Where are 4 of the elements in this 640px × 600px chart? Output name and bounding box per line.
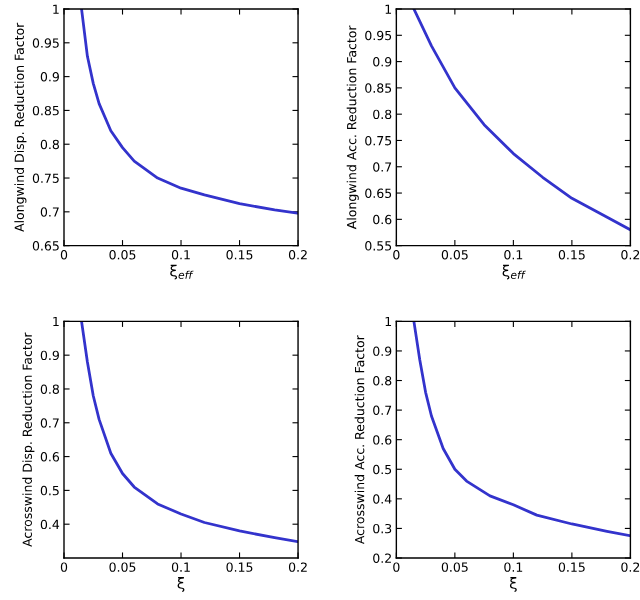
line-series [80, 321, 299, 544]
line-series [412, 9, 631, 232]
line-series [80, 9, 299, 215]
line-series [412, 321, 631, 538]
